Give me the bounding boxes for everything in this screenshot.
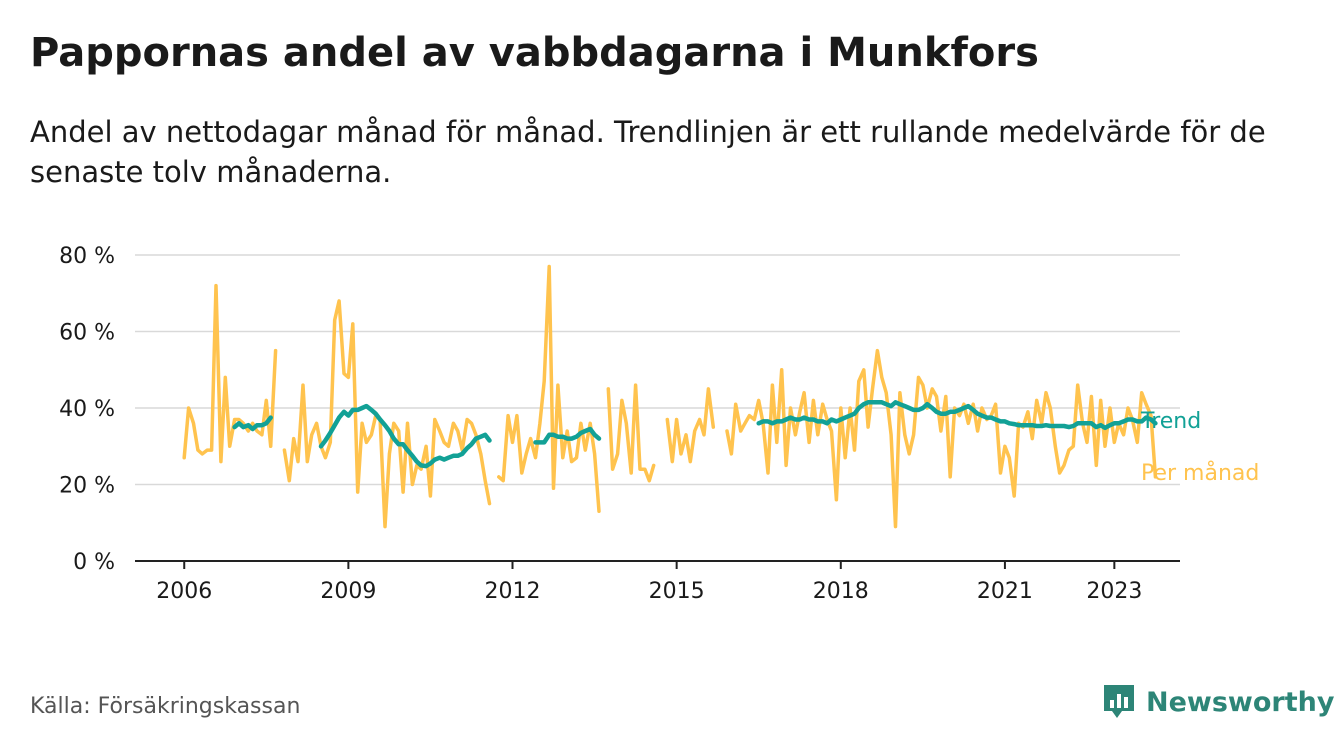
trend-series-line xyxy=(232,415,273,432)
trend-series-line xyxy=(318,403,492,469)
x-tick-label: 2009 xyxy=(320,579,376,604)
x-tick-label: 2018 xyxy=(813,579,869,604)
y-tick-label: 20 % xyxy=(59,474,115,499)
x-tick-label: 2015 xyxy=(649,579,705,604)
x-tick-label: 2012 xyxy=(485,579,541,604)
trend-series-line xyxy=(756,400,1158,431)
y-tick-label: 60 % xyxy=(59,321,115,346)
x-tick-label: 2006 xyxy=(156,579,212,604)
monthly-series-line xyxy=(282,299,492,529)
monthly-series-line xyxy=(665,387,716,464)
newsworthy-brand[interactable]: Newsworthy xyxy=(1102,682,1334,722)
y-tick-label: 80 % xyxy=(59,244,115,269)
monthly-series-line xyxy=(182,283,278,464)
source-note: Källa: Försäkringskassan xyxy=(30,694,301,719)
chart-subtitle: Andel av nettodagar månad för månad. Tre… xyxy=(30,115,1266,189)
series-layer xyxy=(182,264,1158,529)
x-tick-label: 2021 xyxy=(977,579,1033,604)
newsworthy-logo-icon xyxy=(1104,685,1134,718)
y-tick-label: 40 % xyxy=(59,397,115,422)
brand-name: Newsworthy xyxy=(1146,686,1335,718)
trend-series-line xyxy=(533,426,602,445)
monthly-series-line xyxy=(606,383,656,483)
trend-label: Trend xyxy=(1140,409,1201,434)
x-tick-label: 2023 xyxy=(1086,579,1142,604)
y-tick-label: 0 % xyxy=(73,550,115,575)
monthly-series-line xyxy=(497,264,601,514)
monthly-series-line xyxy=(725,348,1158,529)
series-label-layer: Trend Per månad xyxy=(1140,409,1259,486)
grid-layer xyxy=(135,254,1180,486)
axis-layer: 0 % 20 % 40 % 60 % 80 % 2006 2009 2012 2015 2018 2… xyxy=(59,244,1180,604)
monthly-label: Per månad xyxy=(1141,460,1259,486)
page-title: Pappornas andel av vabbdagarna i Munkfor… xyxy=(30,30,1039,76)
